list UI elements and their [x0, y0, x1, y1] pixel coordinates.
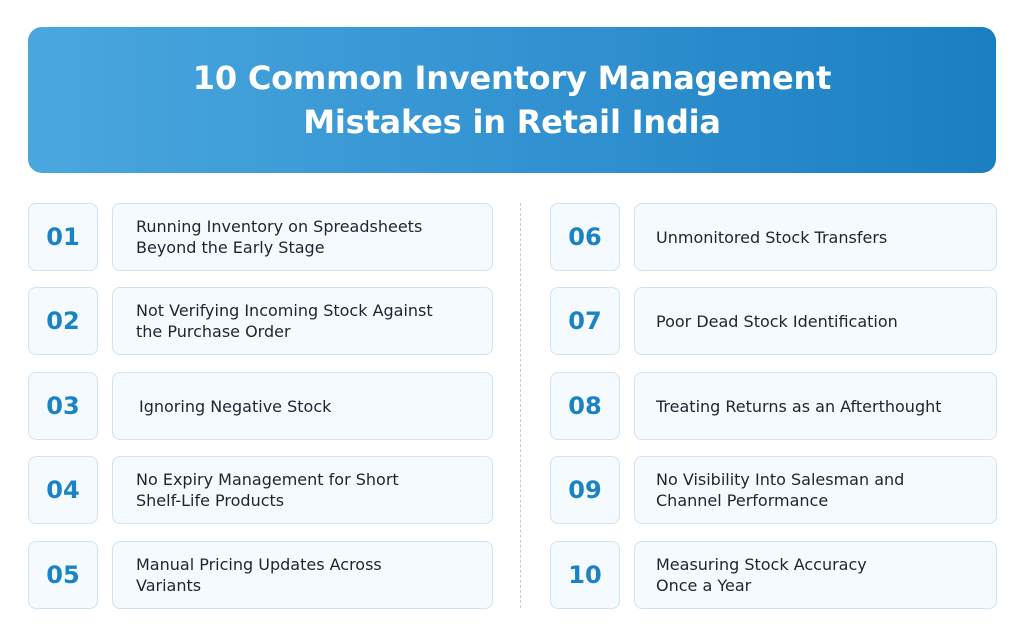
column-divider: [520, 203, 521, 608]
item-text: Running Inventory on Spreadsheets Beyond…: [136, 216, 422, 258]
item-text-line-1: Ignoring Negative Stock: [139, 396, 332, 416]
item-text-line-1: Not Verifying Incoming Stock Against: [136, 301, 433, 320]
item-text-line-1: No Expiry Management for Short: [136, 470, 399, 489]
item-number-badge: 01: [28, 203, 98, 271]
item-number-badge: 07: [550, 287, 620, 355]
item-number-badge: 03: [28, 372, 98, 440]
item-card: Ignoring Negative Stock: [112, 372, 493, 440]
item-text: Not Verifying Incoming Stock Against the…: [136, 300, 433, 342]
item-card: Manual Pricing Updates Across Variants: [112, 541, 493, 609]
item-text: Measuring Stock Accuracy Once a Year: [656, 554, 867, 596]
item-text-line-1: Treating Returns as an Afterthought: [656, 396, 942, 416]
item-text: Unmonitored Stock Transfers: [656, 227, 887, 248]
item-text: Poor Dead Stock Identification: [656, 311, 898, 332]
item-number-badge: 05: [28, 541, 98, 609]
item-text-line-1: Manual Pricing Updates Across: [136, 555, 382, 574]
item-number-badge: 04: [28, 456, 98, 524]
item-card: No Expiry Management for Short Shelf-Lif…: [112, 456, 493, 524]
item-text-line-1: Measuring Stock Accuracy: [656, 555, 867, 574]
item-text-line-2: Shelf-Life Products: [136, 491, 285, 510]
item-number-badge: 08: [550, 372, 620, 440]
item-text-line-2: the Purchase Order: [136, 322, 291, 341]
title-banner: 10 Common Inventory Management Mistakes …: [28, 27, 996, 173]
page-title-line-1: 10 Common Inventory Management: [192, 59, 832, 97]
item-text-line-1: Running Inventory on Spreadsheets: [136, 217, 423, 236]
item-card: Not Verifying Incoming Stock Against the…: [112, 287, 493, 355]
item-number-badge: 06: [550, 203, 620, 271]
item-card: Unmonitored Stock Transfers: [634, 203, 997, 271]
item-text-line-2: Beyond the Early Stage: [136, 238, 325, 257]
item-text: No Visibility Into Salesman and Channel …: [656, 469, 904, 511]
item-text-line-1: No Visibility Into Salesman and: [656, 470, 905, 489]
item-text-line-1: Poor Dead Stock Identification: [656, 311, 898, 331]
item-text-line-1: Unmonitored Stock Transfers: [656, 227, 888, 247]
item-text-line-2: Variants: [136, 576, 202, 595]
item-text: No Expiry Management for Short Shelf-Lif…: [136, 469, 399, 511]
item-text: Manual Pricing Updates Across Variants: [136, 554, 382, 596]
item-text-line-2: Channel Performance: [656, 491, 829, 510]
item-text: Treating Returns as an Afterthought: [656, 396, 942, 417]
item-card: Poor Dead Stock Identification: [634, 287, 997, 355]
item-card: Treating Returns as an Afterthought: [634, 372, 997, 440]
item-number-badge: 10: [550, 541, 620, 609]
item-number-badge: 02: [28, 287, 98, 355]
item-text: Ignoring Negative Stock: [139, 396, 331, 417]
item-card: Running Inventory on Spreadsheets Beyond…: [112, 203, 493, 271]
item-number-badge: 09: [550, 456, 620, 524]
item-card: Measuring Stock Accuracy Once a Year: [634, 541, 997, 609]
item-card: No Visibility Into Salesman and Channel …: [634, 456, 997, 524]
page-title-line-2: Mistakes in Retail India: [303, 103, 721, 141]
item-text-line-2: Once a Year: [656, 576, 752, 595]
